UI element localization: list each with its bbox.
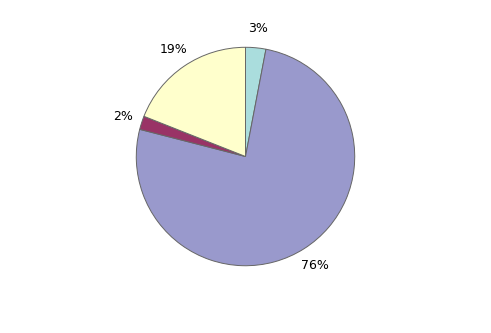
Text: 2%: 2%: [113, 110, 133, 123]
Wedge shape: [144, 47, 246, 157]
Text: 76%: 76%: [300, 259, 328, 272]
Wedge shape: [246, 47, 266, 157]
Wedge shape: [140, 116, 246, 157]
Wedge shape: [136, 49, 355, 266]
Text: 3%: 3%: [247, 22, 268, 35]
Text: 19%: 19%: [159, 43, 187, 56]
